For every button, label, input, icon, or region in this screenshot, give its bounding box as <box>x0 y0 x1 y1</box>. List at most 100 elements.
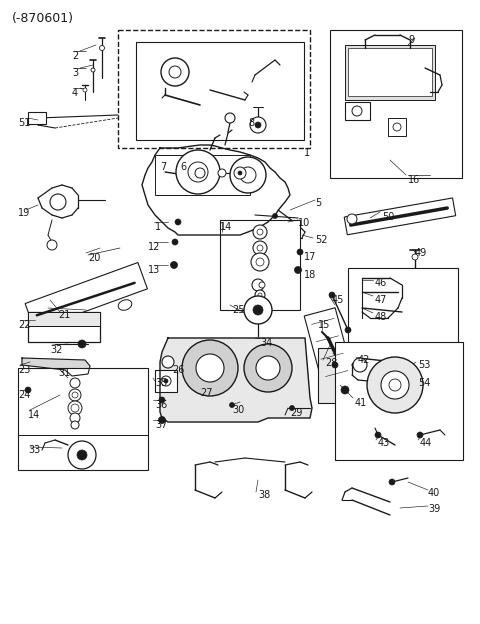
Circle shape <box>196 384 204 392</box>
Circle shape <box>99 46 105 51</box>
Circle shape <box>78 340 86 348</box>
Circle shape <box>347 214 357 224</box>
Circle shape <box>196 354 224 382</box>
Text: 18: 18 <box>304 270 316 280</box>
Circle shape <box>47 240 57 250</box>
Circle shape <box>255 122 261 128</box>
Bar <box>18 368 148 470</box>
Circle shape <box>412 254 418 260</box>
Text: 21: 21 <box>58 310 71 320</box>
Circle shape <box>159 397 165 403</box>
Circle shape <box>83 88 87 92</box>
Circle shape <box>255 290 265 300</box>
Text: 35: 35 <box>155 378 168 388</box>
Circle shape <box>69 389 81 401</box>
Text: 20: 20 <box>88 253 100 263</box>
Polygon shape <box>22 358 90 376</box>
Circle shape <box>289 406 295 411</box>
Bar <box>340 345 460 457</box>
Circle shape <box>71 404 79 412</box>
Text: 49: 49 <box>415 248 427 258</box>
Circle shape <box>375 432 381 438</box>
Circle shape <box>195 168 205 178</box>
Circle shape <box>71 421 79 429</box>
Text: 24: 24 <box>18 390 30 400</box>
Text: 46: 46 <box>375 278 387 288</box>
Text: 45: 45 <box>332 295 344 305</box>
Text: 53: 53 <box>418 360 431 370</box>
Text: (-870601): (-870601) <box>12 12 74 25</box>
Circle shape <box>234 167 246 179</box>
Text: 15: 15 <box>318 320 330 330</box>
Circle shape <box>164 379 168 383</box>
Circle shape <box>329 292 335 298</box>
Circle shape <box>162 356 174 368</box>
Text: 42: 42 <box>358 355 371 365</box>
Ellipse shape <box>118 300 132 310</box>
Circle shape <box>417 432 423 438</box>
Text: 8: 8 <box>248 118 254 128</box>
Circle shape <box>240 167 256 183</box>
Bar <box>388 118 406 136</box>
Bar <box>345 102 370 120</box>
Text: 22: 22 <box>18 320 31 330</box>
Bar <box>155 155 250 195</box>
Text: 9: 9 <box>408 35 414 45</box>
Circle shape <box>256 356 280 380</box>
Circle shape <box>244 344 292 392</box>
Text: 14: 14 <box>28 410 40 420</box>
Circle shape <box>68 441 96 469</box>
Circle shape <box>252 279 264 291</box>
Circle shape <box>182 340 238 396</box>
Bar <box>240 345 276 375</box>
Circle shape <box>381 371 409 399</box>
Circle shape <box>25 387 31 393</box>
Circle shape <box>188 162 208 182</box>
Circle shape <box>253 305 263 315</box>
Circle shape <box>352 106 362 116</box>
Circle shape <box>393 123 401 131</box>
Bar <box>118 30 310 148</box>
Text: 38: 38 <box>258 490 270 500</box>
Text: 12: 12 <box>148 242 160 252</box>
Circle shape <box>70 413 80 423</box>
Bar <box>220 220 300 310</box>
Circle shape <box>253 241 267 255</box>
Text: 37: 37 <box>155 420 168 430</box>
Text: 14: 14 <box>220 222 232 232</box>
Circle shape <box>257 229 263 235</box>
Circle shape <box>172 239 178 245</box>
Circle shape <box>250 117 266 133</box>
Text: 48: 48 <box>375 312 387 322</box>
Text: 47: 47 <box>375 295 387 305</box>
Circle shape <box>251 253 269 271</box>
Circle shape <box>297 249 303 255</box>
Text: 16: 16 <box>408 175 420 185</box>
Text: 19: 19 <box>18 208 30 218</box>
Circle shape <box>91 68 95 72</box>
Bar <box>345 45 435 100</box>
Text: 52: 52 <box>315 235 327 245</box>
Circle shape <box>389 379 401 391</box>
Text: 29: 29 <box>290 408 302 418</box>
Circle shape <box>259 282 265 288</box>
Text: 3: 3 <box>72 68 78 78</box>
Circle shape <box>158 416 166 424</box>
Bar <box>344 198 456 235</box>
Circle shape <box>253 225 267 239</box>
Bar <box>348 48 432 96</box>
Text: 4: 4 <box>72 88 78 98</box>
Circle shape <box>161 376 171 386</box>
Bar <box>28 112 46 124</box>
Circle shape <box>225 113 235 123</box>
Bar <box>348 268 458 343</box>
Text: 31: 31 <box>58 368 70 378</box>
Text: 40: 40 <box>428 488 440 498</box>
Polygon shape <box>160 338 312 422</box>
Circle shape <box>256 258 264 266</box>
Text: 39: 39 <box>428 504 440 514</box>
Text: 28: 28 <box>325 358 337 368</box>
Bar <box>28 312 100 326</box>
Circle shape <box>257 245 263 251</box>
Text: 13: 13 <box>148 265 160 275</box>
